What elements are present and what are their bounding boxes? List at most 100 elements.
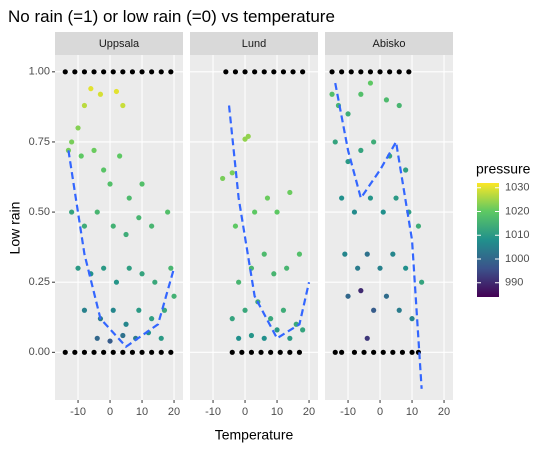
point bbox=[383, 97, 390, 103]
point bbox=[358, 288, 364, 294]
point bbox=[271, 69, 277, 75]
point bbox=[220, 175, 226, 182]
point bbox=[236, 335, 242, 341]
x-tick-label: 0 bbox=[242, 406, 248, 418]
point bbox=[78, 153, 84, 159]
trend-line bbox=[227, 105, 311, 340]
point bbox=[94, 209, 100, 215]
y-tick-label: 0.00 bbox=[29, 346, 50, 358]
point bbox=[351, 349, 358, 355]
point bbox=[371, 307, 377, 313]
point bbox=[355, 265, 361, 271]
point bbox=[284, 265, 290, 271]
point bbox=[380, 349, 386, 355]
point bbox=[107, 181, 113, 187]
x-tick-label: -10 bbox=[205, 406, 221, 418]
point bbox=[75, 265, 81, 271]
point bbox=[367, 69, 374, 75]
colorbar-label: 1010 bbox=[505, 229, 529, 241]
y-tick-label: 0.25 bbox=[29, 276, 50, 288]
point bbox=[396, 69, 402, 75]
point bbox=[75, 125, 81, 131]
point bbox=[91, 349, 97, 355]
point bbox=[126, 265, 132, 271]
point bbox=[110, 69, 116, 75]
x-tick-label: 20 bbox=[303, 406, 315, 418]
point bbox=[69, 139, 75, 145]
point bbox=[290, 69, 296, 75]
point bbox=[91, 147, 97, 153]
point bbox=[371, 139, 377, 145]
colorbar-label: 990 bbox=[505, 277, 523, 289]
point bbox=[110, 307, 116, 313]
point bbox=[149, 69, 155, 75]
point bbox=[296, 349, 303, 355]
point bbox=[252, 209, 258, 215]
point bbox=[91, 69, 97, 75]
point bbox=[280, 69, 287, 75]
y-tick-label: 1.00 bbox=[29, 66, 50, 78]
point bbox=[81, 69, 88, 75]
point bbox=[117, 153, 123, 159]
point bbox=[139, 271, 145, 277]
point bbox=[342, 251, 348, 257]
point bbox=[248, 349, 255, 355]
panel bbox=[190, 55, 318, 400]
point bbox=[223, 69, 229, 75]
point bbox=[415, 223, 422, 229]
trend-line bbox=[334, 82, 423, 389]
panel bbox=[55, 55, 183, 400]
strip bbox=[55, 32, 183, 55]
colorbar-label: 1000 bbox=[505, 253, 529, 265]
x-axis-title: Temperature bbox=[215, 427, 294, 443]
point bbox=[129, 349, 136, 355]
x-tick-label: 20 bbox=[438, 406, 450, 418]
point bbox=[371, 349, 377, 355]
point bbox=[168, 69, 174, 75]
colorbar-label: 1030 bbox=[505, 182, 529, 194]
point bbox=[62, 349, 68, 355]
point bbox=[261, 335, 267, 341]
point bbox=[239, 349, 245, 355]
point bbox=[158, 349, 164, 355]
x-tick-label: 0 bbox=[107, 406, 113, 418]
point bbox=[171, 293, 177, 299]
chart-title: No rain (=1) or low rain (=0) vs tempera… bbox=[8, 7, 335, 26]
y-axis-title: Low rain bbox=[7, 202, 23, 255]
point bbox=[345, 293, 351, 299]
point bbox=[419, 279, 425, 285]
point bbox=[120, 332, 126, 339]
point bbox=[377, 69, 383, 75]
point bbox=[149, 349, 155, 355]
point bbox=[94, 335, 100, 341]
point bbox=[409, 316, 415, 322]
point bbox=[107, 338, 113, 344]
point bbox=[300, 327, 306, 333]
point bbox=[81, 102, 88, 109]
point bbox=[136, 307, 142, 313]
point bbox=[274, 209, 280, 215]
point bbox=[113, 88, 120, 95]
point bbox=[287, 189, 293, 196]
point bbox=[383, 293, 390, 299]
point bbox=[300, 69, 306, 75]
point bbox=[345, 111, 351, 117]
trend-line bbox=[67, 150, 176, 349]
point bbox=[123, 321, 129, 327]
point bbox=[332, 349, 338, 355]
point bbox=[393, 195, 399, 201]
x-tick-label: -10 bbox=[70, 406, 86, 418]
y-tick-label: 0.75 bbox=[29, 136, 50, 148]
point bbox=[406, 69, 412, 75]
x-tick-label: 10 bbox=[406, 406, 418, 418]
point bbox=[399, 349, 406, 355]
point bbox=[268, 316, 274, 322]
point bbox=[358, 69, 364, 75]
point bbox=[120, 349, 126, 355]
point bbox=[380, 209, 386, 215]
point bbox=[339, 349, 345, 355]
point bbox=[261, 251, 267, 257]
x-tick-label: 10 bbox=[271, 406, 283, 418]
point bbox=[88, 86, 94, 92]
point bbox=[101, 265, 107, 271]
